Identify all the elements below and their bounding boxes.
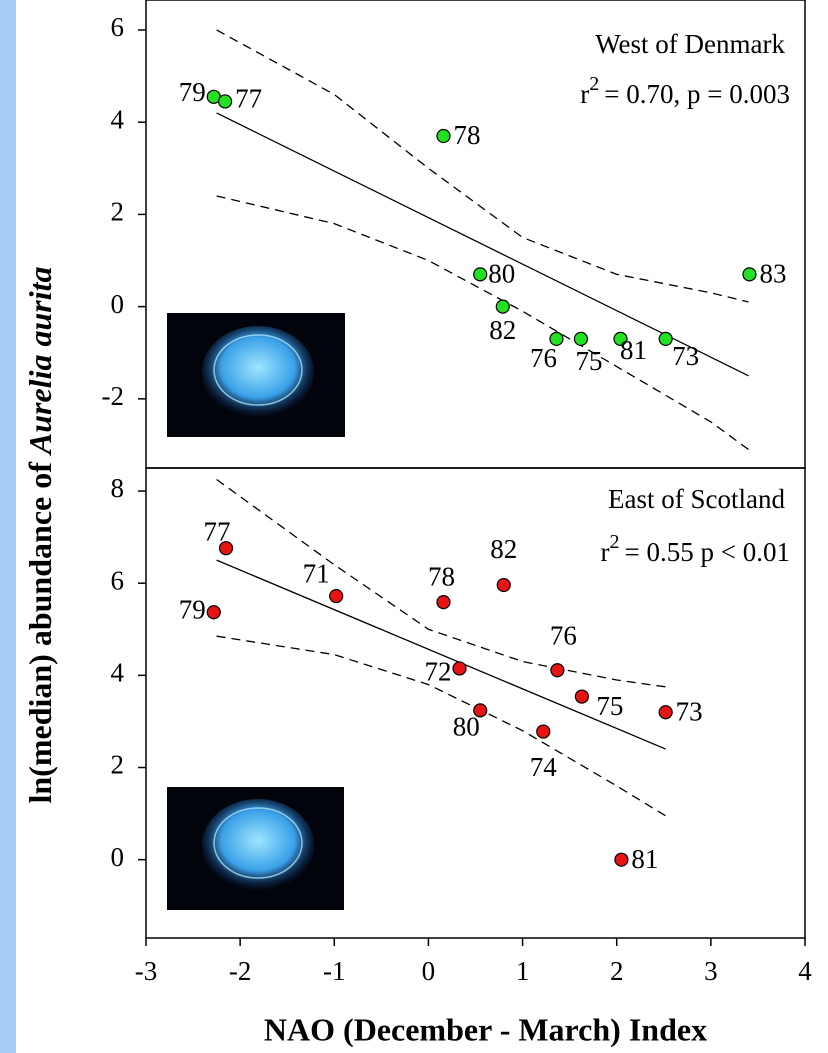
y-tick-label: 6	[111, 12, 125, 42]
y-tick-label: 0	[111, 842, 125, 872]
point-label: 79	[179, 77, 206, 107]
y-tick-label: 0	[111, 289, 125, 319]
x-tick-label: 0	[422, 956, 436, 986]
y-tick-label: 2	[111, 197, 125, 227]
point-label: 74	[530, 752, 558, 782]
side-strip	[0, 0, 16, 1053]
point-label: 80	[488, 259, 515, 289]
point-label: 77	[204, 516, 231, 546]
stat-text: r2= 0.55 p < 0.01	[601, 531, 790, 568]
x-tick-label: -1	[323, 956, 346, 986]
data-point	[743, 268, 756, 281]
data-point	[330, 590, 343, 603]
jellyfish-image	[167, 313, 345, 437]
x-tick-label: -2	[229, 956, 252, 986]
data-point	[437, 130, 450, 143]
stat-sup: 2	[589, 73, 599, 95]
point-label: 81	[631, 844, 658, 874]
stat-text: r2= 0.70, p = 0.003	[580, 73, 790, 110]
point-label: 75	[596, 691, 623, 721]
data-point	[207, 606, 220, 619]
point-label: 71	[303, 558, 330, 588]
x-tick-label: 4	[798, 956, 812, 986]
point-label: 75	[575, 346, 602, 376]
point-label: 73	[672, 341, 699, 371]
data-point	[551, 664, 564, 677]
stat-rest: = 0.55 p < 0.01	[625, 537, 790, 567]
data-point	[574, 332, 587, 345]
confidence-band	[217, 30, 749, 302]
point-label: 76	[530, 343, 557, 373]
data-point	[496, 300, 509, 313]
stat-r: r	[601, 537, 610, 567]
data-point	[437, 596, 450, 609]
jellyfish-image	[167, 787, 344, 910]
point-label: 78	[428, 561, 455, 591]
y-label-text: ln(median) abundance of	[22, 462, 58, 804]
data-point	[537, 725, 550, 738]
stat-sup: 2	[610, 531, 620, 553]
point-label: 79	[179, 594, 206, 624]
x-tick-label: 3	[704, 956, 718, 986]
x-tick-label: 1	[516, 956, 530, 986]
point-label: 80	[453, 712, 480, 742]
data-point	[659, 706, 672, 719]
panel-title: East of Scotland	[608, 484, 785, 514]
panel-title: West of Denmark	[595, 29, 785, 59]
y-axis-label: ln(median) abundance of Aurelia aurita	[22, 267, 58, 804]
data-point	[474, 268, 487, 281]
stat-rest: = 0.70, p = 0.003	[604, 79, 790, 109]
point-label: 82	[490, 534, 517, 564]
data-point	[575, 690, 588, 703]
y-tick-label: 6	[111, 565, 125, 595]
y-tick-label: 2	[111, 750, 125, 780]
x-axis-label: NAO (December - March) Index	[264, 1011, 707, 1047]
y-tick-label: -2	[102, 381, 125, 411]
point-label: 78	[453, 120, 480, 150]
point-label: 76	[550, 620, 577, 650]
data-point	[659, 332, 672, 345]
chart: ln(median) abundance of Aurelia aurita -…	[0, 0, 828, 1053]
x-tick-label: 2	[610, 956, 624, 986]
y-tick-label: 8	[111, 473, 125, 503]
x-tick-label: -3	[135, 956, 158, 986]
data-point	[219, 95, 232, 108]
stat-r: r	[580, 79, 589, 109]
point-label: 81	[620, 335, 647, 365]
y-label-italic: Aurelia aurita	[22, 267, 58, 457]
point-label: 82	[489, 315, 516, 345]
y-tick-label: 4	[111, 658, 125, 688]
y-tick-label: 4	[111, 104, 125, 134]
data-point	[497, 579, 510, 592]
data-point	[453, 662, 466, 675]
point-label: 83	[759, 259, 786, 289]
point-label: 77	[235, 84, 262, 114]
point-label: 72	[424, 657, 451, 687]
point-label: 73	[676, 696, 703, 726]
data-point	[615, 853, 628, 866]
